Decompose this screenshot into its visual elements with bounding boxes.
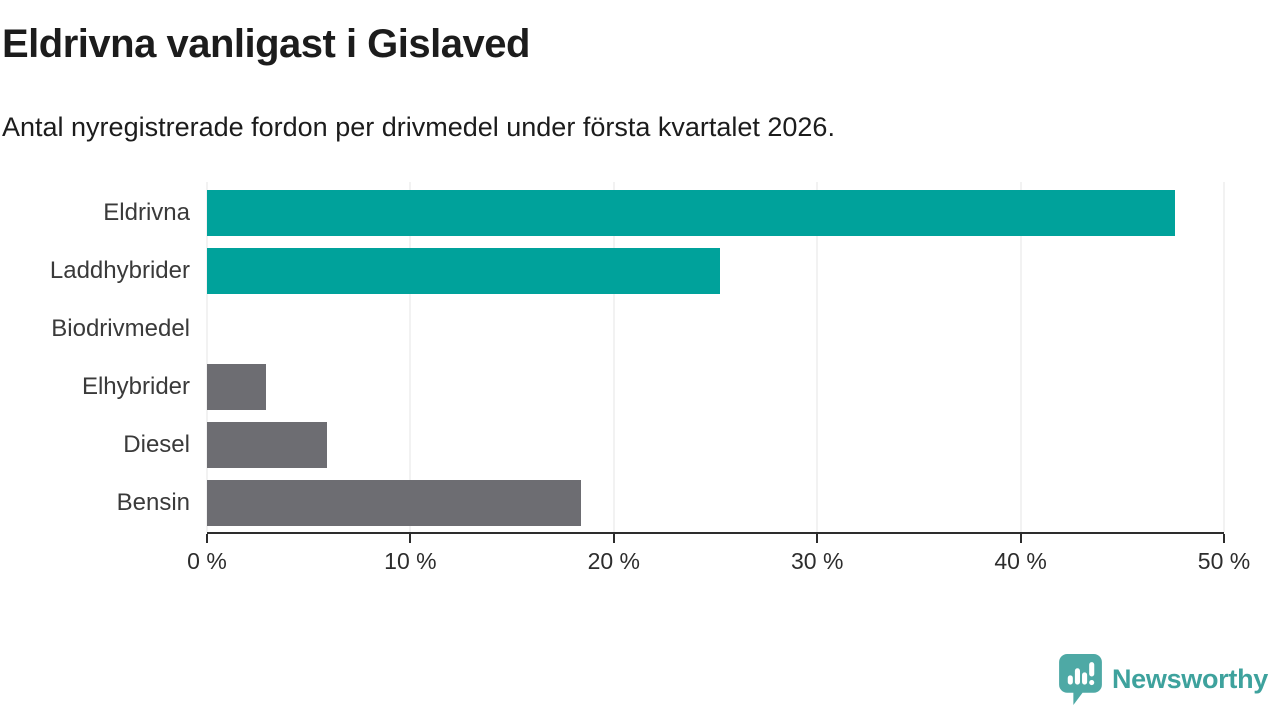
newsworthy-logo: Newsworthy — [1058, 653, 1268, 706]
axis-tick — [612, 534, 615, 543]
gridline — [816, 182, 818, 532]
axis-tick — [816, 534, 819, 543]
category-label: Bensin — [116, 489, 190, 516]
axis-tick-label: 40 % — [994, 548, 1047, 574]
category-label: Laddhybrider — [49, 257, 190, 284]
bar — [207, 422, 327, 468]
chart-title: Eldrivna vanligast i Gislaved — [2, 22, 530, 66]
gridline — [409, 182, 411, 532]
newsworthy-speech-bubble-bar-chart-icon — [1058, 653, 1103, 706]
axis-tick-label: 20 % — [587, 548, 641, 574]
gridline — [1223, 182, 1225, 532]
axis-tick-label: 30 % — [790, 548, 844, 574]
axis-tick — [1223, 534, 1225, 543]
category-label: Eldrivna — [103, 199, 190, 226]
category-label: Diesel — [123, 431, 190, 458]
axis-tick-label: 0 % — [187, 548, 227, 574]
bar — [207, 364, 266, 410]
bar — [207, 480, 582, 526]
chart-subtitle: Antal nyregistrerade fordon per drivmede… — [2, 112, 835, 142]
gridline — [206, 182, 208, 532]
axis-tick-label: 10 % — [384, 548, 437, 574]
newsworthy-logo-text: Newsworthy — [1111, 664, 1268, 694]
axis-tick-label: 50 % — [1197, 548, 1251, 574]
gridline — [1020, 182, 1022, 532]
axis-tick — [1019, 534, 1022, 543]
axis-tick — [409, 534, 412, 543]
gridline — [613, 182, 615, 532]
plot-area: 0 % 10 % 20 % 30 % 40 % 50 % Eldrivna Laddhybri… — [50, 182, 1250, 574]
category-label: Biodrivmedel — [51, 315, 190, 342]
bar — [207, 248, 720, 294]
bar — [207, 190, 1176, 236]
category-label: Elhybrider — [81, 373, 190, 400]
axis-tick — [206, 534, 208, 543]
